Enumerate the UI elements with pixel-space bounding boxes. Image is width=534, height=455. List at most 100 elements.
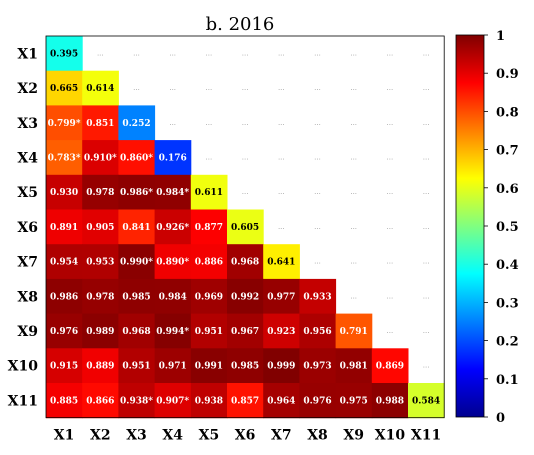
empty-cell-marker: ... — [350, 292, 357, 300]
cell-value-X2-X1: 0.665 — [50, 84, 78, 94]
empty-cell-marker: ... — [97, 49, 104, 57]
empty-cell-marker: ... — [387, 292, 394, 300]
heatmap-cell-X8-X2 — [82, 278, 119, 315]
cell-value-X6-X6: 0.605 — [231, 223, 259, 233]
colorbar-tick-label-0.7: 0.7 — [496, 144, 519, 159]
empty-cell-marker: ... — [423, 188, 430, 196]
empty-cell-marker: ... — [278, 188, 285, 196]
heatmap-cell-X10-X8 — [299, 348, 337, 384]
cell-value-X11-X1: 0.885 — [50, 396, 78, 406]
colorbar: 0 0.1 0.2 0.3 0.4 0.5 0.6 0.7 0.8 0.9 1 — [455, 29, 519, 426]
heatmap-cell-X9-X5 — [190, 313, 228, 349]
empty-cell-marker: ... — [314, 153, 321, 161]
cell-value-X6-X5: 0.877 — [195, 223, 223, 233]
cell-value-X11-X9: 0.975 — [340, 396, 368, 406]
empty-cell-marker: ... — [423, 223, 430, 231]
cell-value-X8-X1: 0.986 — [50, 292, 78, 302]
empty-cell-marker: ... — [206, 153, 213, 161]
empty-cell-marker: ... — [278, 49, 285, 57]
x-tick-label-X8: X8 — [307, 428, 328, 444]
x-tick-label-X9: X9 — [343, 428, 364, 444]
heatmap-cell-X11-X1 — [46, 383, 83, 419]
heatmap-cell-X10-X9 — [335, 348, 373, 384]
y-axis-ticks: X1 X2 X3 X4 X5 X6 X7 X8 X9 X10 X11 — [8, 46, 39, 409]
empty-cell-marker: ... — [169, 49, 176, 57]
colorbar-tick-label-0.4: 0.4 — [496, 258, 519, 273]
empty-cell-marker: ... — [314, 258, 321, 266]
heatmap-cell-X7-X3 — [118, 244, 156, 280]
cell-value-X10-X9: 0.981 — [340, 362, 368, 372]
cell-value-X10-X2: 0.889 — [86, 362, 114, 372]
cell-value-X8-X5: 0.969 — [195, 292, 223, 302]
empty-cell-marker: ... — [387, 49, 394, 57]
cell-value-X5-X2: 0.978 — [86, 188, 114, 198]
empty-cell-marker: ... — [314, 84, 321, 92]
empty-cell-marker: ... — [387, 119, 394, 127]
heatmap-cell-X9-X2 — [82, 313, 119, 349]
heatmap-cell-X4-X3 — [118, 140, 156, 176]
cell-value-X7-X3: 0.990* — [120, 258, 153, 268]
cell-value-X5-X5: 0.611 — [195, 188, 223, 198]
empty-cell-markers: ........................................… — [97, 49, 429, 369]
empty-cell-marker: ... — [206, 84, 213, 92]
heatmap-cells — [45, 35, 445, 419]
cell-value-X6-X1: 0.891 — [50, 223, 78, 233]
y-tick-label-X10: X10 — [8, 359, 39, 375]
cell-value-X11-X5: 0.938 — [195, 396, 223, 406]
cell-value-X5-X1: 0.930 — [50, 188, 78, 198]
x-axis-ticks: X1 X2 X3 X4 X5 X6 X7 X8 X9 X10 X11 — [54, 428, 441, 444]
empty-cell-marker: ... — [350, 153, 357, 161]
empty-cell-marker: ... — [242, 119, 249, 127]
heatmap-cell-X6-X1 — [46, 209, 83, 245]
cell-value-X5-X3: 0.986* — [120, 188, 153, 198]
y-tick-label-X11: X11 — [8, 393, 38, 409]
heatmap-cell-X4-X4 — [154, 140, 192, 176]
colorbar-tick-label-0.2: 0.2 — [496, 335, 519, 350]
heatmap-cell-X8-X3 — [118, 278, 156, 315]
heatmap-cell-X11-X8 — [299, 383, 337, 419]
heatmap-cell-X9-X7 — [263, 313, 300, 349]
empty-cell-marker: ... — [278, 153, 285, 161]
empty-cell-marker: ... — [423, 258, 430, 266]
y-tick-label-X8: X8 — [17, 289, 38, 305]
cell-value-X8-X8: 0.933 — [303, 292, 331, 302]
heatmap-cell-X10-X10 — [371, 348, 409, 384]
empty-cell-marker: ... — [314, 49, 321, 57]
heatmap-cell-X10-X3 — [118, 348, 156, 384]
cell-value-X7-X2: 0.953 — [86, 258, 114, 268]
heatmap-cell-X7-X4 — [154, 244, 192, 280]
cell-value-X4-X3: 0.860* — [120, 153, 153, 163]
heatmap-cell-X6-X4 — [154, 209, 192, 245]
heatmap-cell-X10-X7 — [263, 348, 300, 384]
cell-value-X8-X6: 0.992 — [231, 292, 259, 302]
cell-value-X4-X1: 0.783* — [48, 153, 81, 163]
y-tick-label-X7: X7 — [17, 255, 38, 271]
empty-cell-marker: ... — [350, 223, 357, 231]
heatmap-cell-X4-X2 — [82, 140, 119, 176]
heatmap-cell-X9-X6 — [227, 313, 264, 349]
cell-value-X11-X10: 0.988 — [376, 396, 404, 406]
cell-value-X9-X5: 0.951 — [195, 327, 223, 337]
cell-value-X8-X3: 0.985 — [122, 292, 150, 302]
cell-value-X7-X4: 0.890* — [156, 258, 189, 268]
heatmap-cell-X5-X2 — [82, 174, 119, 210]
heatmap-cell-X8-X7 — [263, 278, 300, 315]
y-tick-label-X3: X3 — [17, 116, 38, 132]
heatmap-cell-X6-X6 — [227, 209, 264, 245]
empty-cell-marker: ... — [314, 223, 321, 231]
heatmap-cell-X8-X1 — [46, 278, 83, 315]
cell-value-X2-X2: 0.614 — [86, 84, 114, 94]
cell-value-X7-X1: 0.954 — [50, 258, 78, 268]
colorbar-tick-label-0.8: 0.8 — [496, 105, 519, 120]
heatmap-cell-X11-X9 — [335, 383, 373, 419]
heatmap-cell-X1-X1 — [46, 36, 83, 72]
y-tick-label-X4: X4 — [17, 150, 38, 166]
x-tick-label-X3: X3 — [126, 428, 147, 444]
y-tick-label-X5: X5 — [17, 185, 38, 201]
colorbar-tick-label-0: 0 — [496, 411, 505, 426]
heatmap-cell-X2-X1 — [46, 70, 83, 106]
empty-cell-marker: ... — [350, 49, 357, 57]
heatmap-cell-X5-X5 — [190, 174, 228, 210]
colorbar-tick-label-0.3: 0.3 — [496, 296, 519, 311]
